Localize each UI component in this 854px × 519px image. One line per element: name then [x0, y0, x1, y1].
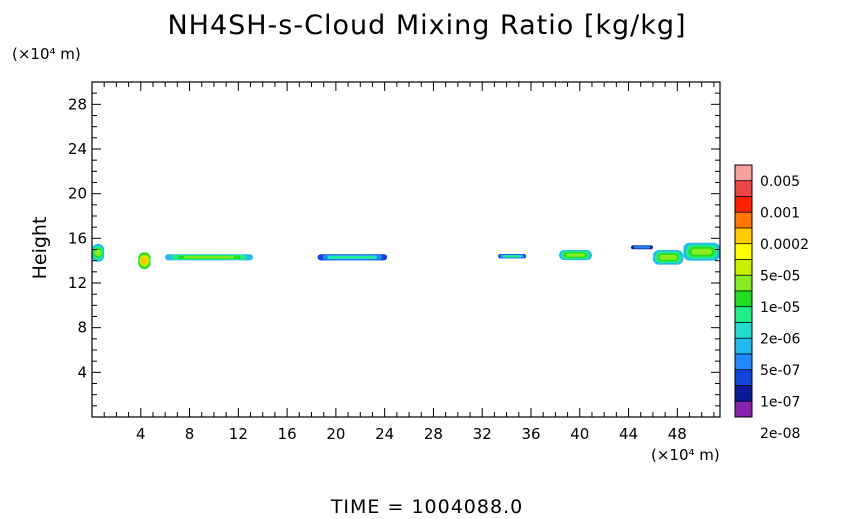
- cloud-contour: [94, 249, 102, 256]
- colorbar-swatch: [734, 227, 753, 245]
- colorbar-label: 0.001: [760, 205, 800, 221]
- colorbar-swatch: [734, 259, 753, 276]
- x-tick-label: 48: [668, 425, 687, 443]
- colorbar-label: 5e-05: [760, 268, 800, 284]
- colorbar-label: 1e-07: [760, 394, 800, 410]
- time-value: 1004088.0: [411, 496, 524, 518]
- colorbar-swatch: [734, 164, 753, 182]
- colorbar-label: 5e-07: [760, 363, 800, 379]
- cloud-contour: [140, 257, 149, 265]
- y-axis-unit: (×10⁴ m): [12, 45, 81, 63]
- cloud-contour: [633, 246, 651, 249]
- cloud-contour: [691, 248, 713, 255]
- x-tick-label: 28: [424, 425, 443, 443]
- plot-frame: [91, 81, 721, 418]
- colorbar: 0.005 0.001 0.0002 5e-05 1e-05 2e-06 5e-07 1e-0…: [734, 164, 809, 442]
- colorbar-swatch: [734, 353, 753, 371]
- colorbar-swatch: [734, 290, 753, 308]
- y-tick-label: 12: [68, 274, 87, 292]
- cloud-contour: [659, 254, 677, 260]
- cloud-region: [92, 243, 105, 262]
- cloud-region: [165, 254, 253, 261]
- colorbar-swatch: [734, 306, 753, 323]
- cloud-region: [498, 253, 527, 259]
- cloud-contour: [184, 256, 234, 259]
- x-axis-unit: (×10⁴ m): [651, 446, 720, 464]
- cloud-region: [630, 245, 653, 250]
- cloud-region: [559, 250, 592, 261]
- y-tick-label: 16: [68, 229, 87, 247]
- time-footer: TIME = 1004088.0: [0, 496, 854, 518]
- x-tick-label: 20: [326, 425, 345, 443]
- colorbar-swatch: [734, 274, 753, 292]
- colorbar-swatch: [734, 196, 753, 213]
- y-ticks: 4 8 12 16 20 24 28: [68, 92, 720, 407]
- cloud-region: [652, 250, 684, 265]
- colorbar-swatch: [734, 211, 753, 229]
- x-tick-label: 4: [136, 425, 146, 443]
- time-equals: =: [387, 496, 412, 518]
- cloud-region: [138, 252, 151, 270]
- y-tick-label: 24: [68, 140, 87, 158]
- colorbar-label: 0.005: [760, 174, 800, 190]
- plot-border: [91, 81, 721, 418]
- x-tick-label: 44: [619, 425, 638, 443]
- time-label: TIME: [330, 496, 381, 518]
- cloud-contour: [332, 256, 373, 259]
- colorbar-swatch: [734, 243, 753, 260]
- cloud-region: [317, 254, 388, 261]
- cloud-layer: [92, 242, 720, 270]
- x-tick-label: 32: [473, 425, 492, 443]
- colorbar-swatch: [734, 322, 753, 339]
- cloud-region: [683, 242, 720, 261]
- colorbar-label: 2e-08: [760, 426, 800, 442]
- y-tick-label: 20: [68, 185, 87, 203]
- colorbar-swatch: [734, 369, 753, 386]
- colorbar-label: 0.0002: [760, 237, 809, 253]
- x-tick-label: 8: [185, 425, 195, 443]
- x-tick-label: 24: [375, 425, 394, 443]
- colorbar-swatch: [734, 385, 753, 402]
- x-tick-label: 40: [570, 425, 589, 443]
- x-tick-label: 36: [521, 425, 540, 443]
- colorbar-swatch: [734, 337, 753, 355]
- colorbar-label: 1e-05: [760, 300, 800, 316]
- cloud-contour: [504, 255, 521, 257]
- colorbar-swatch: [734, 180, 753, 197]
- x-tick-label: 16: [278, 425, 297, 443]
- y-tick-label: 8: [77, 319, 87, 337]
- cloud-contour: [566, 253, 585, 257]
- x-ticks: 4 8 12 16 20 24 28 32 36 40 44 48: [103, 82, 715, 443]
- x-tick-label: 12: [229, 425, 248, 443]
- colorbar-swatch: [734, 400, 753, 418]
- chart-title: NH4SH-s-Cloud Mixing Ratio [kg/kg]: [167, 10, 687, 41]
- y-tick-label: 28: [68, 95, 87, 113]
- y-tick-label: 4: [77, 363, 87, 381]
- colorbar-border: [734, 164, 753, 418]
- colorbar-label: 2e-06: [760, 331, 800, 347]
